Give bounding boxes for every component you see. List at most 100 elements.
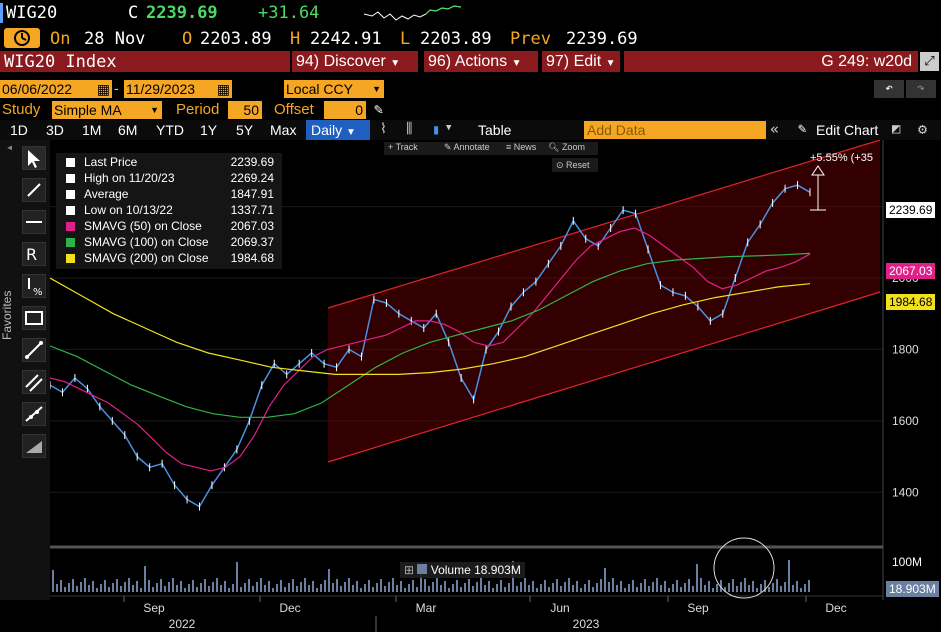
calendar-icon[interactable]: ▦	[216, 81, 230, 97]
horizontal-line-tool[interactable]	[22, 210, 46, 234]
volume-bar	[632, 580, 634, 592]
trendline-tool[interactable]	[22, 338, 46, 362]
settings-edit-icon[interactable]: ◩	[892, 121, 901, 137]
track-tool[interactable]: + Track	[388, 142, 418, 152]
volume-bar	[572, 585, 574, 592]
security-field[interactable]: WIG20 Index	[0, 51, 290, 72]
edit-menu[interactable]: 97) Edit ▼	[542, 51, 620, 72]
pitchfork-tool[interactable]	[22, 402, 46, 426]
volume-bar	[176, 585, 178, 592]
collapse-icon[interactable]: «	[770, 120, 780, 138]
volume-bar	[144, 566, 146, 592]
range-6m[interactable]: 6M	[118, 122, 138, 138]
legend-swatch	[66, 158, 75, 167]
volume-bar	[172, 578, 174, 592]
volume-bar	[568, 578, 570, 592]
period-input[interactable]: 50	[228, 101, 262, 119]
chevron-down-icon: ▼	[150, 105, 159, 115]
gear-icon[interactable]: ⚙	[918, 120, 928, 138]
offset-input[interactable]: 0	[324, 101, 366, 119]
pointer-tool[interactable]	[22, 146, 46, 170]
expand-icon[interactable]: ⤢	[920, 52, 939, 71]
volume-bar	[540, 584, 542, 592]
volume-bar	[488, 581, 490, 592]
volume-bar	[304, 578, 306, 592]
bar-chart-icon[interactable]: ▮	[432, 122, 441, 138]
range-3d[interactable]: 3D	[46, 122, 64, 138]
end-date-field[interactable]: 11/29/2023 ▦	[124, 80, 232, 98]
channel-upper-line[interactable]	[327, 140, 881, 309]
legend-item[interactable]: Average 1847.91	[56, 187, 282, 203]
news-tool[interactable]: ≡ News	[506, 142, 537, 152]
volume-bar	[184, 588, 186, 592]
range-1m[interactable]: 1M	[82, 122, 102, 138]
price-chart[interactable]: 240022002000180016001400 SepDecMarJunSep…	[50, 140, 941, 632]
chevron-down-icon: ▼	[390, 58, 401, 69]
zoom-tool[interactable]: 🔍︎ Zoom	[548, 142, 585, 152]
legend-item[interactable]: Low on 10/13/22 1337.71	[56, 203, 282, 219]
chevron-down-icon: ▼	[511, 58, 522, 69]
sma200-line[interactable]	[50, 277, 811, 375]
legend-item[interactable]: SMAVG (100) on Close 2069.37	[56, 235, 282, 251]
low-label: L	[400, 29, 411, 49]
x-year-label: 2023	[573, 617, 600, 631]
volume-bar	[472, 586, 474, 592]
edit-chart-button[interactable]: Edit Chart	[816, 122, 879, 138]
table-button[interactable]: Table	[478, 122, 512, 138]
discover-menu[interactable]: 94) Discover ▼	[292, 51, 418, 72]
line-chart-icon[interactable]: ⌇	[380, 121, 387, 137]
volume-bar	[428, 586, 430, 592]
expand-icon[interactable]: ⊞	[404, 563, 415, 577]
redo-button[interactable]: ↷	[906, 80, 936, 98]
annotate-tool[interactable]: ✎ Annotate	[444, 142, 490, 152]
start-date-field[interactable]: 06/06/2022 ▦	[0, 80, 112, 98]
legend-item[interactable]: SMAVG (50) on Close 2067.03	[56, 219, 282, 235]
news-label: News	[513, 142, 537, 152]
channel-tool[interactable]	[22, 370, 46, 394]
range-1y[interactable]: 1Y	[200, 122, 218, 138]
volume-bar	[360, 588, 362, 592]
volume-bar	[60, 580, 62, 592]
candle-chart-icon[interactable]: ⫼	[406, 121, 413, 137]
channel-lower-line[interactable]	[327, 291, 881, 463]
volume-bar	[392, 578, 394, 592]
legend-item[interactable]: High on 11/20/23 2269.24	[56, 171, 282, 187]
range-1d[interactable]: 1D	[10, 122, 28, 138]
volume-bar	[308, 585, 310, 592]
sma100-line[interactable]	[50, 252, 811, 418]
retracement-tool[interactable]: R	[22, 242, 46, 266]
clock-icon[interactable]	[4, 28, 40, 48]
volume-bar	[564, 582, 566, 592]
currency-select[interactable]: Local CCY ▼	[284, 80, 384, 98]
undo-button[interactable]: ↶	[874, 80, 904, 98]
reset-button[interactable]: ⊙ Reset	[552, 158, 598, 172]
legend-label: Average	[84, 187, 129, 201]
add-data-input[interactable]: Add Data	[584, 121, 766, 139]
range-5y[interactable]: 5Y	[236, 122, 254, 138]
legend-item[interactable]: SMAVG (200) on Close 1984.68	[56, 251, 282, 267]
study-type-select[interactable]: Simple MA ▼	[52, 101, 162, 119]
volume-bar	[284, 587, 286, 592]
chevron-down-icon[interactable]: ▼	[446, 123, 452, 133]
legend-label: SMAVG (50) on Close	[84, 219, 202, 233]
frequency-select[interactable]: Daily ▼	[306, 120, 370, 140]
calendar-icon[interactable]: ▦	[96, 81, 110, 97]
arrow-left-icon[interactable]: ◂	[6, 140, 14, 154]
pencil-icon[interactable]: ✎	[798, 121, 807, 137]
percent-tool[interactable]: %	[22, 274, 46, 298]
sma50-line[interactable]	[50, 227, 811, 472]
draw-tool[interactable]	[22, 178, 46, 202]
legend-item[interactable]: Last Price 2239.69	[56, 155, 282, 171]
gann-tool[interactable]	[22, 434, 46, 458]
range-ytd[interactable]: YTD	[156, 122, 184, 138]
ohlc-bar: On 28 Nov O 2203.89 H 2242.91 L 2203.89 …	[0, 26, 941, 50]
range-max[interactable]: Max	[270, 122, 297, 138]
favorites-tab[interactable]: Favorites	[0, 290, 14, 340]
actions-menu[interactable]: 96) Actions ▼	[424, 51, 538, 72]
volume-bar	[164, 586, 166, 592]
pencil-icon[interactable]: ✎	[374, 100, 384, 118]
volume-bar	[636, 587, 638, 592]
rectangle-tool[interactable]	[22, 306, 46, 330]
volume-bar	[220, 585, 222, 592]
volume-bar	[420, 565, 422, 592]
